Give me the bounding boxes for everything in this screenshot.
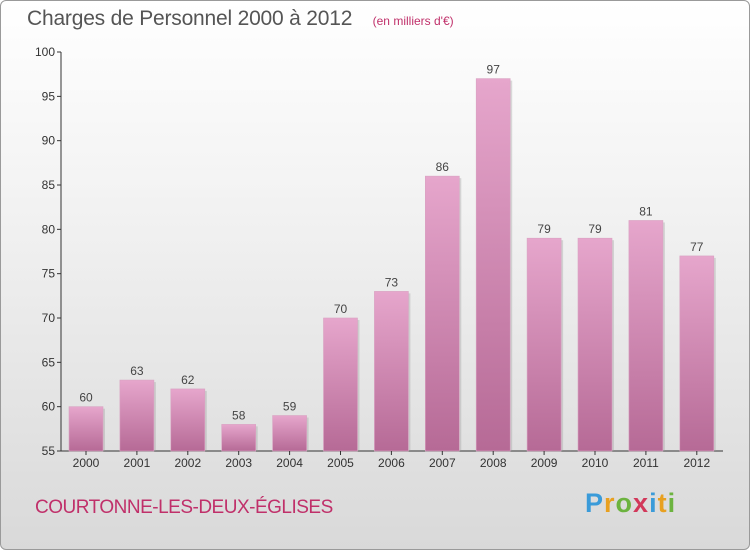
bar-value-label: 81 — [639, 204, 653, 218]
bar-value-label: 62 — [181, 373, 195, 387]
bar — [628, 220, 664, 452]
bar — [119, 379, 155, 452]
bar — [374, 291, 409, 452]
commune-name: COURTONNE-LES-DEUX-ÉGLISES — [35, 497, 333, 518]
bar — [679, 255, 715, 452]
y-tick-label: 80 — [42, 222, 56, 236]
bar — [221, 424, 256, 452]
x-tick-label: 2011 — [633, 456, 659, 470]
bar-value-label: 59 — [283, 400, 297, 414]
bar — [170, 388, 206, 452]
x-tick-label: 2004 — [276, 456, 303, 470]
y-tick-label: 100 — [35, 45, 55, 59]
x-tick-label: 2008 — [480, 456, 507, 470]
brand-letter: i — [667, 488, 677, 518]
y-tick-label: 85 — [42, 178, 56, 192]
title-row: Charges de Personnel 2000 à 2012 (en mil… — [27, 7, 454, 31]
bar-value-label: 86 — [436, 160, 450, 174]
bar-value-label: 73 — [385, 275, 399, 289]
bar — [577, 237, 613, 452]
x-tick-label: 2001 — [124, 456, 151, 470]
brand-letter: x — [633, 488, 650, 518]
x-tick-label: 2000 — [73, 456, 100, 470]
bar — [526, 237, 562, 452]
x-tick-label: 2012 — [683, 456, 710, 470]
brand-letter: r — [604, 488, 616, 518]
y-tick-label: 75 — [42, 267, 56, 281]
bar — [475, 78, 511, 452]
x-tick-label: 2003 — [225, 456, 252, 470]
bar — [68, 406, 104, 452]
bar-value-label: 77 — [690, 240, 704, 254]
bar — [272, 415, 307, 452]
y-tick-label: 90 — [42, 134, 56, 148]
brand-letter: o — [615, 488, 634, 518]
bar — [323, 317, 358, 452]
y-tick-label: 55 — [42, 444, 56, 458]
x-tick-label: 2005 — [327, 456, 354, 470]
bar-value-label: 97 — [487, 63, 501, 77]
bar-value-label: 60 — [79, 391, 93, 405]
brand-letter: i — [649, 488, 658, 518]
brand-logo: Proxiti — [585, 488, 676, 519]
x-tick-label: 2006 — [378, 456, 405, 470]
chart-title: Charges de Personnel 2000 à 2012 — [27, 7, 353, 30]
bar-value-label: 79 — [588, 222, 602, 236]
x-tick-label: 2010 — [582, 456, 609, 470]
y-tick-label: 70 — [42, 311, 56, 325]
bar-value-label: 58 — [232, 408, 246, 422]
brand-letter: P — [585, 488, 605, 518]
unit-note: (en milliers d'€) — [372, 14, 454, 28]
x-tick-label: 2007 — [429, 456, 456, 470]
bar-value-label: 70 — [334, 302, 348, 316]
x-tick-label: 2009 — [531, 456, 558, 470]
bar-value-label: 79 — [537, 222, 551, 236]
bar-value-label: 63 — [130, 364, 144, 378]
y-tick-label: 95 — [42, 89, 56, 103]
y-tick-label: 65 — [42, 355, 56, 369]
bar — [424, 175, 460, 452]
x-tick-label: 2002 — [174, 456, 201, 470]
y-tick-label: 60 — [42, 400, 56, 414]
brand-letter: t — [657, 488, 668, 518]
